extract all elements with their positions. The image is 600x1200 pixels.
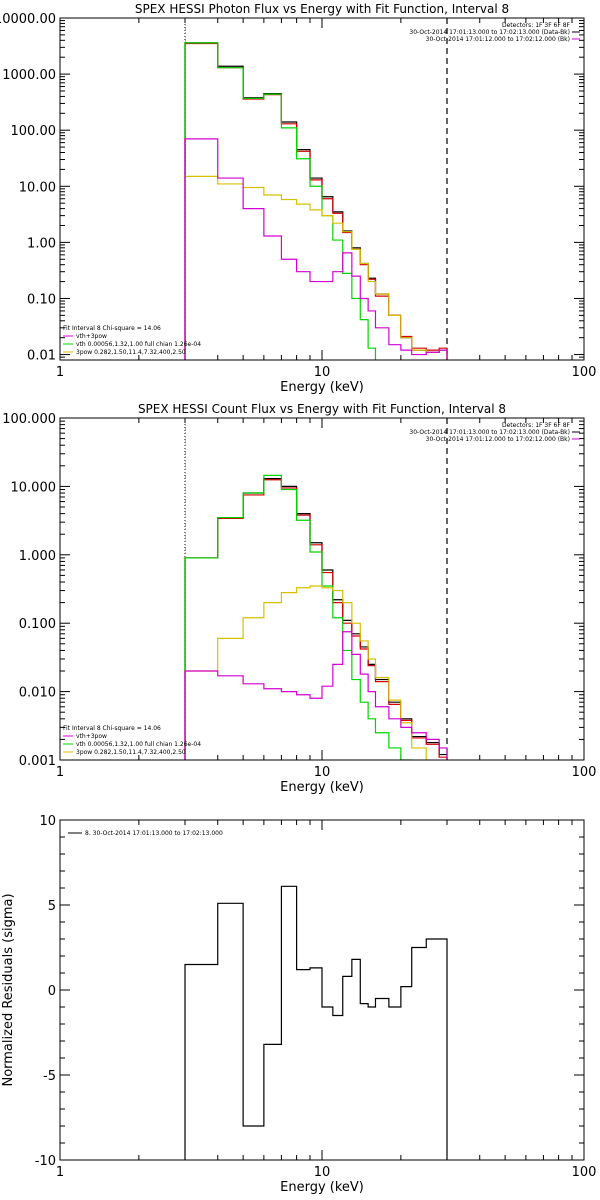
legend-entry: 30-Oct-2014 17:01:13.000 to 17:02:13.000… <box>409 29 570 36</box>
plot-frame <box>59 17 585 361</box>
y-tick-label: 100.00 <box>11 124 57 139</box>
legend-entry: Detectors: 1F 3F 6F 8F <box>502 22 571 29</box>
legend-entry: 3pow 0.282,1.50,11.4,7.32,400,2.50 <box>76 349 186 356</box>
y-tick-label: 0 <box>48 984 56 999</box>
y-tick-label: 5 <box>48 899 56 914</box>
x-tick-label: 100 <box>572 365 597 380</box>
y-tick-label: 0.010 <box>19 686 56 701</box>
series-green-histogram <box>184 474 413 760</box>
series-magenta-histogram <box>184 138 448 360</box>
series-green-histogram <box>184 42 377 360</box>
y-tick-label: 0.01 <box>27 349 56 364</box>
legend-entry: vth 0.00056,1.32,1.00 full chian 1.26e-0… <box>76 341 201 348</box>
plot-frame <box>59 819 585 1161</box>
legend-entry: 30-Oct-2014 17:01:13.000 to 17:02:13.000… <box>409 429 570 436</box>
x-axis-label: Energy (keV) <box>280 780 364 795</box>
y-tick-label: 0.001 <box>19 754 56 769</box>
legend-entry: 8. 30-Oct-2014 17:01:13.000 to 17:02:13.… <box>85 830 223 837</box>
y-tick-label: 0.10 <box>27 292 56 307</box>
y-tick-label: 10.00 <box>19 180 56 195</box>
legend-entry: vth 0.00056,1.32,1.00 full chian 1.26e-0… <box>76 741 201 748</box>
series-magenta-histogram <box>184 631 448 760</box>
x-axis-label: Energy (keV) <box>280 1180 364 1195</box>
series-red-histogram <box>184 479 448 760</box>
residuals-panel: 1 10 100 Energy (keV) -10 -5 0 5 10 Normalized Re… <box>1 814 596 1195</box>
y-tick-label: 1.00 <box>27 236 56 251</box>
y-tick-label: 10 <box>39 814 56 829</box>
x-tick-label: 1 <box>56 1165 64 1180</box>
y-tick-label: 10.000 <box>11 480 57 495</box>
x-tick-label: 1 <box>56 365 64 380</box>
count-flux-panel: SPEX HESSI Count Flux vs Energy with Fit… <box>2 402 596 795</box>
y-tick-label: 100.000 <box>2 412 56 427</box>
photon-flux-panel: SPEX HESSI Photon Flux vs Energy with Fi… <box>0 2 596 395</box>
x-tick-label: 100 <box>572 1165 597 1180</box>
plot-frame <box>59 417 585 761</box>
y-tick-label: -10 <box>35 1154 56 1169</box>
x-tick-label: 10 <box>314 1165 331 1180</box>
y-tick-label: 1.000 <box>19 549 56 564</box>
series-yellow-histogram <box>184 585 427 760</box>
y-tick-label: 10000.00 <box>0 12 56 27</box>
x-tick-label: 10 <box>314 765 331 780</box>
y-tick-label: -5 <box>43 1069 56 1084</box>
x-tick-label: 1 <box>56 765 64 780</box>
legend-entry: Fit Interval 8 Chi-square = 14.06 <box>63 725 161 732</box>
series-yellow-histogram <box>184 175 448 360</box>
legend-entry: 3pow 0.282,1.50,11.4,7.32,400,2.50 <box>76 749 186 756</box>
legend-entry: 30-Oct-2014 17:01:12.000 to 17:02:12.000… <box>426 436 570 443</box>
legend-entry: vth+3pow <box>76 333 107 340</box>
chart-title: SPEX HESSI Photon Flux vs Energy with Fi… <box>135 2 509 16</box>
legend-entry: vth+3pow <box>76 733 107 740</box>
legend-entry: 30-Oct-2014 17:01:12.000 to 17:02:12.000… <box>426 36 570 43</box>
legend-entry: Detectors: 1F 3F 6F 8F <box>502 422 571 429</box>
series-black-histogram <box>184 885 448 1160</box>
x-tick-label: 10 <box>314 365 331 380</box>
y-axis-label: Normalized Residuals (sigma) <box>1 893 16 1086</box>
x-tick-label: 100 <box>572 765 597 780</box>
chart-title: SPEX HESSI Count Flux vs Energy with Fit… <box>138 402 506 416</box>
series-black-histogram <box>184 478 448 760</box>
y-tick-label: 1000.00 <box>2 68 56 83</box>
x-axis-label: Energy (keV) <box>280 380 364 395</box>
legend-entry: Fit Interval 8 Chi-square = 14.06 <box>63 325 161 332</box>
y-tick-label: 0.100 <box>19 617 56 632</box>
